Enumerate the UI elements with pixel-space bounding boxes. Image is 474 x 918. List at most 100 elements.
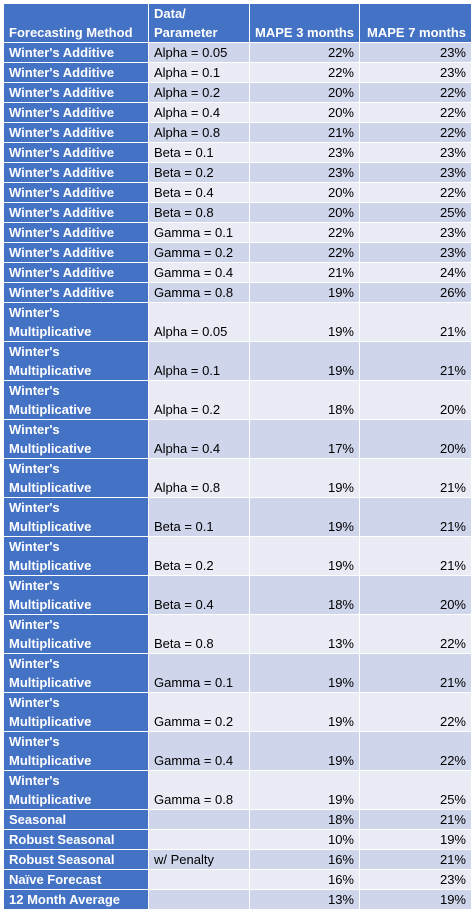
mape-3-months-cell: 20%	[249, 202, 360, 223]
method-cell: Winter's Additive	[3, 142, 149, 163]
mape-7-months-cell: 22%	[359, 122, 472, 143]
mape-7-months-cell: 22%	[359, 692, 472, 732]
method-text: Winter's	[9, 383, 60, 398]
table-row: Naïve Forecast 16% 23%	[3, 869, 472, 890]
method-text: Multiplicative	[9, 363, 92, 378]
method-text: Multiplicative	[9, 480, 92, 495]
method-cell: Winter's Multiplicative	[3, 653, 149, 693]
method-text: Multiplicative	[9, 675, 92, 690]
parameter-cell: Gamma = 0.8	[148, 770, 250, 810]
parameter-cell: Alpha = 0.05	[148, 42, 250, 63]
table-row: Winter's Multiplicative Alpha = 0.05 19% 21%	[3, 302, 472, 342]
parameter-cell	[148, 889, 250, 910]
mape-3-months-cell: 20%	[249, 82, 360, 103]
parameter-cell: Alpha = 0.4	[148, 419, 250, 459]
table-row: Winter's Multiplicative Alpha = 0.2 18% 20%	[3, 380, 472, 420]
method-cell: Robust Seasonal	[3, 849, 149, 870]
mape-7-months-cell: 21%	[359, 497, 472, 537]
method-cell: Winter's Multiplicative	[3, 341, 149, 381]
table-row: Winter's Multiplicative Alpha = 0.1 19% 21%	[3, 341, 472, 381]
method-text: Winter's Additive	[9, 65, 115, 80]
parameter-cell: w/ Penalty	[148, 849, 250, 870]
method-cell: Naïve Forecast	[3, 869, 149, 890]
method-cell: Winter's Additive	[3, 42, 149, 63]
method-text: Winter's	[9, 344, 60, 359]
parameter-cell: Beta = 0.4	[148, 182, 250, 203]
method-cell: Winter's Multiplicative	[3, 497, 149, 537]
mape-7-months-cell: 21%	[359, 849, 472, 870]
mape-7-months-cell: 22%	[359, 82, 472, 103]
mape-7-months-cell: 23%	[359, 142, 472, 163]
mape-7-months-cell: 24%	[359, 262, 472, 283]
mape-3-months-cell: 20%	[249, 182, 360, 203]
mape-7-months-cell: 21%	[359, 458, 472, 498]
parameter-cell: Gamma = 0.1	[148, 653, 250, 693]
method-text: Winter's	[9, 539, 60, 554]
table-row: Robust Seasonal w/ Penalty 16% 21%	[3, 849, 472, 870]
parameter-cell	[148, 809, 250, 830]
method-text: Winter's Additive	[9, 245, 115, 260]
parameter-cell	[148, 829, 250, 850]
mape-7-months-cell: 20%	[359, 419, 472, 459]
parameter-cell: Alpha = 0.8	[148, 458, 250, 498]
method-text: Winter's	[9, 500, 60, 515]
table-row: Winter's Additive Gamma = 0.8 19% 26%	[3, 282, 472, 303]
method-text: Winter's Additive	[9, 45, 115, 60]
method-text: Winter's	[9, 656, 60, 671]
method-cell: 12 Month Average	[3, 889, 149, 910]
method-text: Multiplicative	[9, 324, 92, 339]
method-cell: Winter's Additive	[3, 222, 149, 243]
method-cell: Winter's Multiplicative	[3, 419, 149, 459]
table-row: Winter's Additive Alpha = 0.8 21% 22%	[3, 122, 472, 143]
mape-7-months-cell: 26%	[359, 282, 472, 303]
mape-3-months-cell: 17%	[249, 419, 360, 459]
mape-7-months-cell: 21%	[359, 536, 472, 576]
method-text: Winter's	[9, 578, 60, 593]
method-text: Winter's	[9, 461, 60, 476]
mape-3-months-cell: 19%	[249, 341, 360, 381]
parameter-cell: Alpha = 0.4	[148, 102, 250, 123]
mape-7-months-cell: 22%	[359, 102, 472, 123]
method-text: Winter's Additive	[9, 185, 115, 200]
table-row: Winter's Additive Alpha = 0.4 20% 22%	[3, 102, 472, 123]
mape-3-months-cell: 19%	[249, 536, 360, 576]
method-text: Multiplicative	[9, 792, 92, 807]
method-text: Winter's Additive	[9, 125, 115, 140]
parameter-cell: Beta = 0.1	[148, 142, 250, 163]
mape-7-months-cell: 19%	[359, 889, 472, 910]
header-mape-7-months: MAPE 7 months	[359, 3, 472, 43]
method-cell: Winter's Multiplicative	[3, 302, 149, 342]
table-row: Winter's Multiplicative Beta = 0.8 13% 22%	[3, 614, 472, 654]
method-text: Winter's	[9, 617, 60, 632]
mape-7-months-cell: 25%	[359, 770, 472, 810]
method-cell: Winter's Additive	[3, 242, 149, 263]
table-row: Winter's Additive Alpha = 0.05 22% 23%	[3, 42, 472, 63]
mape-3-months-cell: 18%	[249, 380, 360, 420]
mape-3-months-cell: 18%	[249, 575, 360, 615]
method-cell: Winter's Multiplicative	[3, 458, 149, 498]
mape-7-months-cell: 22%	[359, 182, 472, 203]
table-row: Winter's Additive Beta = 0.1 23% 23%	[3, 142, 472, 163]
method-cell: Winter's Additive	[3, 82, 149, 103]
method-cell: Winter's Multiplicative	[3, 770, 149, 810]
method-text: Naïve Forecast	[9, 872, 102, 887]
mape-3-months-cell: 16%	[249, 849, 360, 870]
table-row: 12 Month Average 13% 19%	[3, 889, 472, 910]
parameter-cell: Alpha = 0.1	[148, 62, 250, 83]
method-text: Winter's Additive	[9, 145, 115, 160]
method-text: Winter's Additive	[9, 105, 115, 120]
method-text: 12 Month Average	[9, 892, 121, 907]
method-text: Winter's	[9, 422, 60, 437]
table-row: Winter's Additive Gamma = 0.4 21% 24%	[3, 262, 472, 283]
method-text: Multiplicative	[9, 519, 92, 534]
table-row: Seasonal 18% 21%	[3, 809, 472, 830]
parameter-cell: Alpha = 0.8	[148, 122, 250, 143]
header-mape-3-months: MAPE 3 months	[249, 3, 360, 43]
table-row: Winter's Multiplicative Alpha = 0.8 19% 21%	[3, 458, 472, 498]
parameter-cell: Beta = 0.2	[148, 162, 250, 183]
method-text: Multiplicative	[9, 714, 92, 729]
parameter-cell: Gamma = 0.4	[148, 262, 250, 283]
mape-3-months-cell: 19%	[249, 770, 360, 810]
table-row: Winter's Multiplicative Alpha = 0.4 17% 20%	[3, 419, 472, 459]
method-cell: Winter's Multiplicative	[3, 692, 149, 732]
